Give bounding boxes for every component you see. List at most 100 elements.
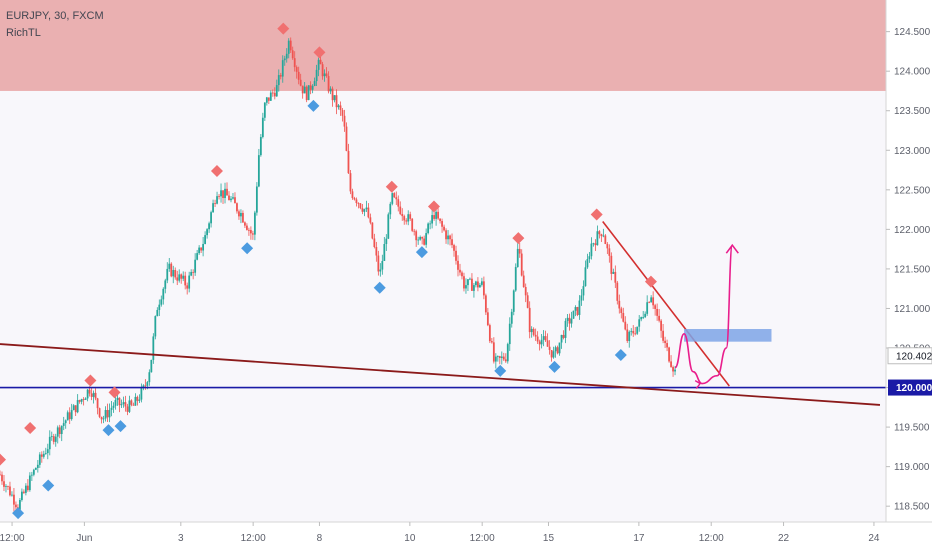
price-tick: 119.500 <box>886 423 930 434</box>
candle <box>54 433 57 447</box>
candle <box>64 419 67 429</box>
pivot-low-marker-icon <box>307 99 320 112</box>
candle <box>269 90 272 102</box>
candle <box>1 471 3 485</box>
candle <box>363 208 366 217</box>
candle <box>303 82 306 94</box>
candle <box>40 451 43 463</box>
candle <box>524 283 527 303</box>
candle <box>148 369 151 386</box>
price-tick-label: 119.500 <box>894 423 930 434</box>
candle <box>383 237 386 262</box>
candle <box>552 346 555 359</box>
candle <box>19 498 21 512</box>
pivot-high-marker-icon <box>24 422 37 434</box>
candle <box>486 307 489 327</box>
price-axis[interactable]: 124.500 124.000 123.500 123.000 122.500 122.0… <box>885 0 932 550</box>
candle <box>126 403 129 416</box>
time-tick-label: 17 <box>633 533 645 544</box>
candle <box>467 279 469 292</box>
candle <box>307 85 310 101</box>
candle <box>24 483 27 496</box>
long-trendline[interactable] <box>0 343 881 406</box>
candle <box>636 326 639 335</box>
candle <box>506 342 509 364</box>
candle <box>333 95 336 103</box>
candle <box>212 199 214 213</box>
candle <box>228 191 230 201</box>
candle <box>542 330 545 347</box>
candle <box>480 277 483 287</box>
time-tick-label: 22 <box>778 533 790 544</box>
projection-path[interactable] <box>674 244 734 385</box>
candle <box>321 61 324 80</box>
price-tick-label: 122.500 <box>894 185 931 196</box>
candle <box>22 489 25 494</box>
candle <box>395 191 398 205</box>
indicator-name[interactable]: RichTL <box>6 27 41 39</box>
candle <box>265 96 268 106</box>
candle <box>82 397 85 406</box>
candle <box>74 405 77 417</box>
candle <box>449 234 451 246</box>
candles <box>0 37 676 515</box>
candle <box>5 484 7 493</box>
candle <box>285 48 288 63</box>
candle <box>672 365 674 377</box>
candle <box>459 263 461 276</box>
candle <box>648 301 651 304</box>
candle <box>261 112 264 139</box>
candle <box>612 268 615 275</box>
candle <box>134 393 137 406</box>
candle <box>508 317 511 351</box>
current-price-tag: 120.402 <box>887 347 932 365</box>
candle <box>387 212 390 240</box>
candle <box>196 249 199 261</box>
support-level-tag: 120.000 <box>888 379 932 396</box>
price-tick-label: 124.000 <box>894 67 931 78</box>
price-tick-label: 123.500 <box>894 106 931 117</box>
candle <box>379 263 382 277</box>
candle <box>28 472 31 492</box>
candle <box>214 199 216 207</box>
time-tick-label: 12:00 <box>241 533 266 544</box>
candle <box>132 402 135 406</box>
candle <box>584 260 587 287</box>
candle <box>341 107 344 122</box>
candle <box>534 328 537 341</box>
candle <box>596 225 599 246</box>
candle <box>349 170 352 195</box>
time-axis[interactable]: 12:00 Jun 3 12:00 8 10 12:00 15 17 12:00 22 24 <box>0 521 932 550</box>
candle <box>393 192 396 199</box>
candle <box>36 459 39 473</box>
candle <box>367 203 370 219</box>
candle <box>78 399 81 404</box>
price-tick: 122.000 <box>886 225 931 236</box>
candle <box>230 196 232 203</box>
descending-trendline[interactable] <box>602 220 730 387</box>
candle <box>409 211 412 221</box>
candle <box>30 471 33 481</box>
plot-area[interactable] <box>0 0 886 520</box>
candle <box>110 400 113 417</box>
candle <box>347 143 350 174</box>
candle <box>351 188 354 200</box>
candle <box>38 452 41 468</box>
candle <box>188 271 191 293</box>
symbol-title[interactable]: EURJPY, 30, FXCM <box>6 10 104 22</box>
candle <box>11 491 13 497</box>
price-tick-label: 121.500 <box>894 264 931 275</box>
candle <box>315 64 318 87</box>
candle <box>210 210 212 228</box>
price-tick: 122.500 <box>886 185 931 196</box>
candle <box>275 79 278 97</box>
candle <box>152 333 155 364</box>
candle <box>327 71 330 94</box>
projection-arrow-head-icon <box>725 243 739 254</box>
time-tick: 17 <box>633 522 645 544</box>
candle <box>281 55 284 83</box>
candle <box>190 269 193 277</box>
candle <box>253 210 256 241</box>
candle <box>373 233 376 249</box>
